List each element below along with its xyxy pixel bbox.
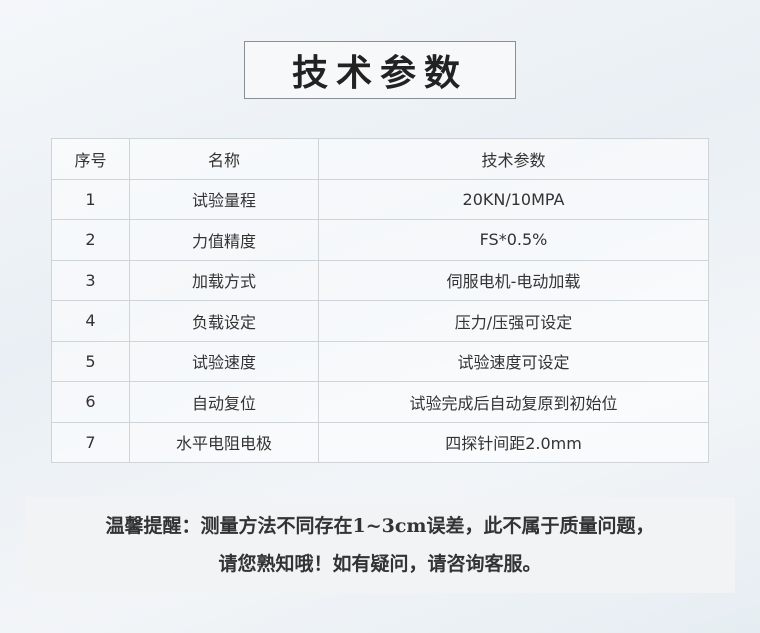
cell-index: 2 — [51, 219, 130, 261]
cell-spec: 伺服电机-电动加载 — [318, 259, 709, 301]
table-row: 4 负载设定 压力/压强可设定 — [51, 300, 709, 342]
cell-spec: FS*0.5% — [318, 219, 709, 261]
table-row: 6 自动复位 试验完成后自动复原到初始位 — [51, 381, 709, 423]
cell-index: 1 — [51, 178, 130, 220]
table-row: 7 水平电阻电极 四探针间距2.0mm — [51, 421, 709, 463]
reminder-line-1: 温馨提醒：测量方法不同存在1~3cm误差，此不属于质量问题， — [105, 515, 655, 537]
header-index: 序号 — [51, 138, 130, 180]
cell-index: 4 — [51, 300, 130, 342]
cell-spec: 20KN/10MPA — [318, 178, 709, 220]
reminder-note: 温馨提醒：测量方法不同存在1~3cm误差，此不属于质量问题， 请您熟知哦！如有疑… — [25, 497, 735, 593]
cell-name: 力值精度 — [129, 219, 319, 261]
cell-name: 试验量程 — [129, 178, 319, 220]
cell-index: 3 — [51, 259, 130, 301]
cell-index: 6 — [51, 381, 130, 423]
cell-index: 5 — [51, 340, 130, 382]
spec-table: 序号 名称 技术参数 1 试验量程 20KN/10MPA 2 力值精度 FS*0.5% 3 加… — [51, 138, 709, 463]
table-row: 2 力值精度 FS*0.5% — [51, 219, 709, 261]
cell-name: 加载方式 — [129, 259, 319, 301]
cell-spec: 试验速度可设定 — [318, 340, 709, 382]
cell-index: 7 — [51, 421, 130, 463]
table-row: 3 加载方式 伺服电机-电动加载 — [51, 259, 709, 301]
cell-spec: 试验完成后自动复原到初始位 — [318, 381, 709, 423]
cell-name: 试验速度 — [129, 340, 319, 382]
header-name: 名称 — [129, 138, 319, 180]
table-row: 5 试验速度 试验速度可设定 — [51, 340, 709, 382]
cell-spec: 四探针间距2.0mm — [318, 421, 709, 463]
cell-name: 水平电阻电极 — [129, 421, 319, 463]
cell-spec: 压力/压强可设定 — [318, 300, 709, 342]
table-row: 1 试验量程 20KN/10MPA — [51, 178, 709, 220]
cell-name: 负载设定 — [129, 300, 319, 342]
reminder-line-2: 请您熟知哦！如有疑问，请咨询客服。 — [218, 553, 542, 575]
header-spec: 技术参数 — [318, 138, 709, 180]
cell-name: 自动复位 — [129, 381, 319, 423]
table-header-row: 序号 名称 技术参数 — [51, 138, 709, 180]
page-title: 技术参数 — [244, 41, 516, 99]
